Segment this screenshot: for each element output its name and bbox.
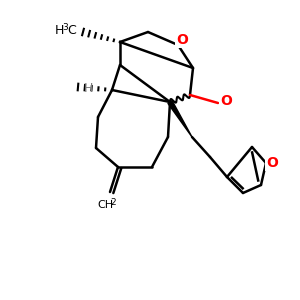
Text: H: H — [83, 82, 93, 94]
Text: O: O — [266, 156, 278, 170]
Text: H: H — [55, 23, 64, 37]
Text: 2: 2 — [110, 198, 116, 207]
Text: O: O — [176, 33, 188, 47]
Text: 3: 3 — [62, 23, 68, 32]
Text: C: C — [67, 23, 76, 37]
Text: O: O — [220, 94, 232, 108]
Polygon shape — [168, 101, 192, 137]
Text: CH: CH — [97, 200, 113, 210]
